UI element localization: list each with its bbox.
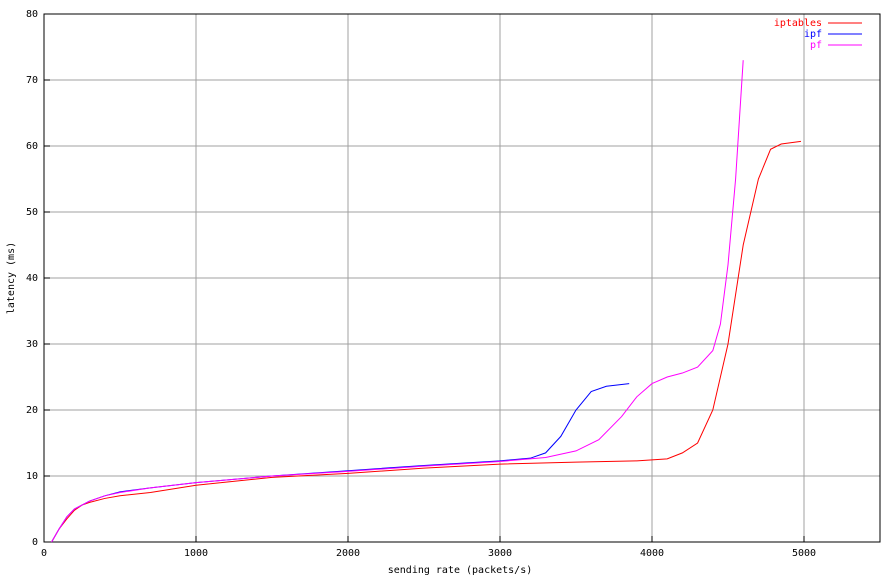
legend-label: ipf (804, 29, 822, 40)
y-tick-label: 40 (26, 273, 38, 284)
x-tick-label: 2000 (336, 548, 360, 559)
y-tick-label: 20 (26, 405, 38, 416)
y-tick-label: 30 (26, 339, 38, 350)
x-axis-label: sending rate (packets/s) (388, 565, 533, 576)
x-tick-label: 4000 (640, 548, 664, 559)
y-tick-label: 60 (26, 141, 38, 152)
y-tick-label: 80 (26, 9, 38, 20)
y-tick-label: 70 (26, 75, 38, 86)
series-line (51, 60, 744, 543)
x-tick-label: 1000 (184, 548, 208, 559)
x-tick-label: 0 (41, 548, 47, 559)
y-axis-label: latency (ms) (6, 242, 17, 314)
legend-label: iptables (774, 18, 822, 29)
x-tick-label: 5000 (792, 548, 816, 559)
y-tick-label: 50 (26, 207, 38, 218)
plot-frame (43, 13, 881, 543)
x-tick-label: 3000 (488, 548, 512, 559)
legend-label: pf (810, 40, 822, 51)
y-tick-label: 0 (32, 537, 38, 548)
y-tick-label: 10 (26, 471, 38, 482)
